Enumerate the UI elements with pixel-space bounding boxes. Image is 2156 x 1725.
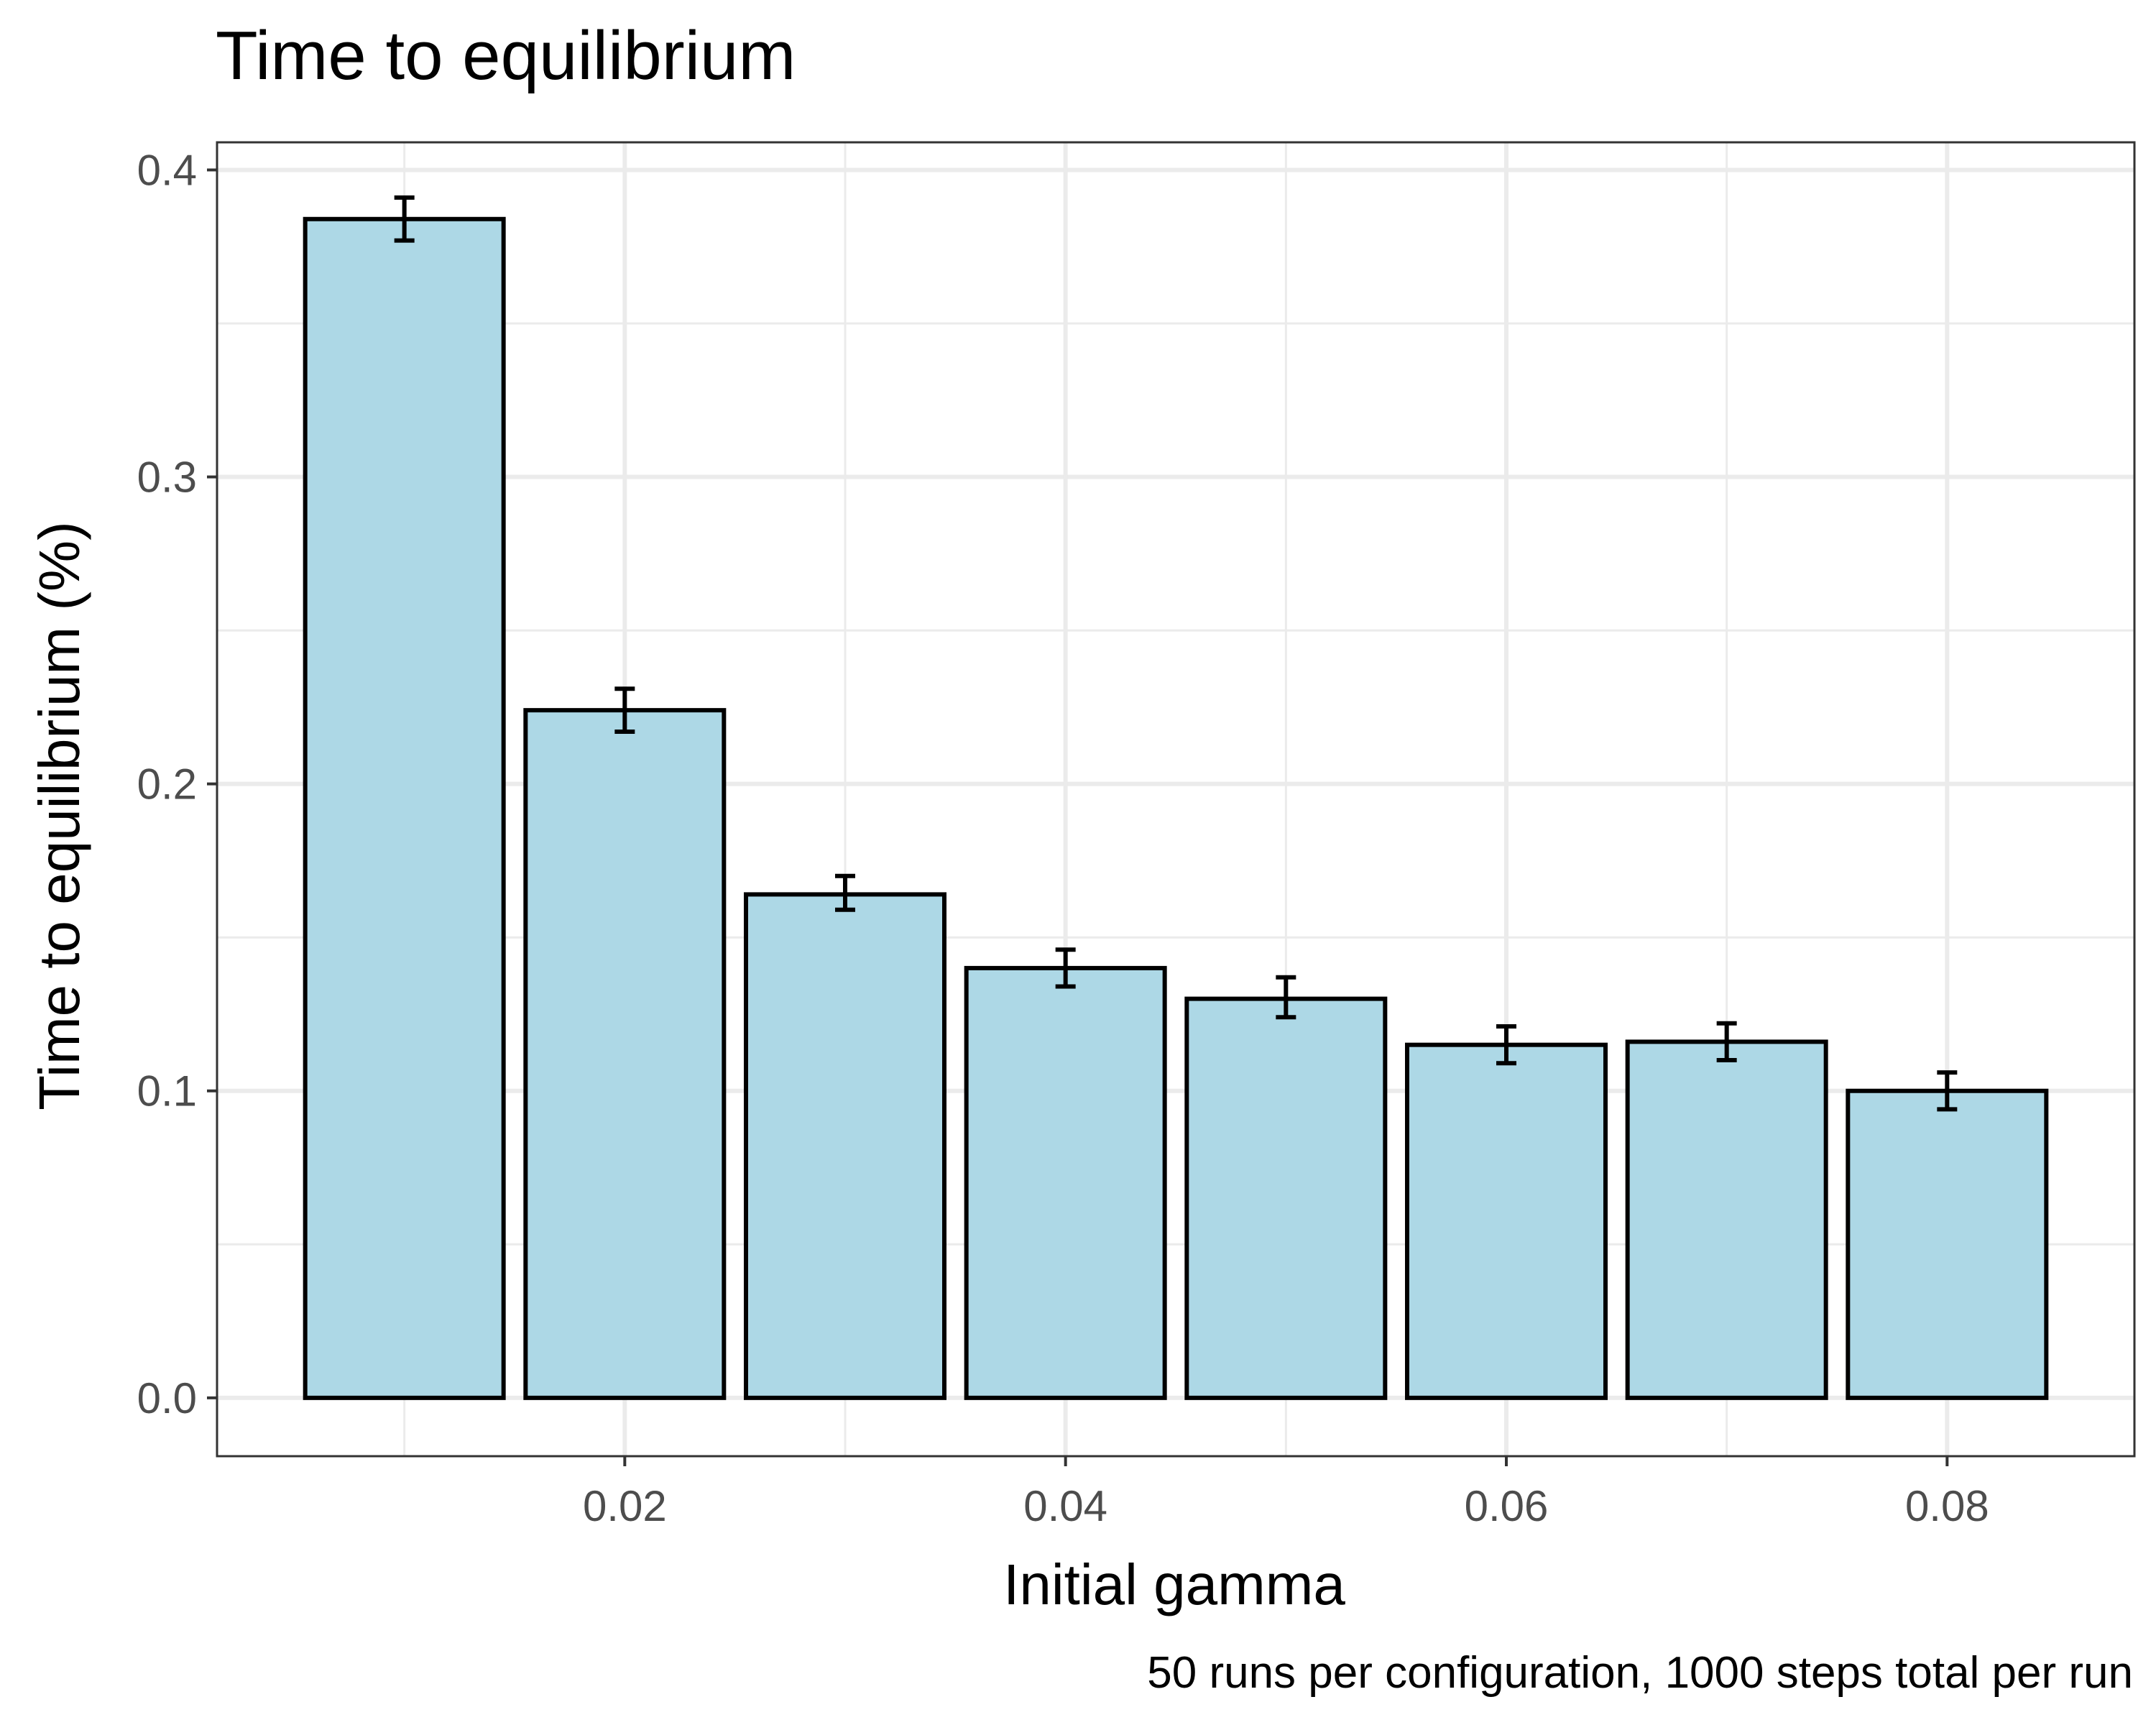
bar — [964, 965, 1167, 1400]
plot-area: 0.0 0.1 0.2 0.3 0.4 0.02 0.04 0.06 0.08 — [137, 141, 2136, 1530]
y-tick-label: 0.4 — [137, 146, 197, 194]
x-tick-label: 0.02 — [583, 1482, 667, 1530]
x-axis-label: Initial gamma — [1003, 1552, 1345, 1616]
y-tick-label: 0.1 — [137, 1067, 197, 1116]
bar — [1846, 1088, 2049, 1400]
y-axis-label: Time to equilibrium (%) — [27, 521, 91, 1110]
bar — [523, 708, 727, 1400]
bar — [303, 216, 506, 1400]
y-tick-label: 0.3 — [137, 454, 197, 502]
chart-title: Time to equilibrium — [216, 17, 796, 94]
bar — [1405, 1042, 1608, 1400]
bar — [744, 892, 946, 1400]
y-tick-label: 0.2 — [137, 760, 197, 809]
chart-caption: 50 runs per configuration, 1000 steps to… — [1147, 1648, 2133, 1698]
x-tick-label: 0.08 — [1905, 1482, 1989, 1530]
bar — [1625, 1039, 1828, 1400]
x-tick-label: 0.04 — [1023, 1482, 1107, 1530]
y-tick-label: 0.0 — [137, 1374, 197, 1422]
bar — [1184, 996, 1388, 1400]
x-tick-label: 0.06 — [1465, 1482, 1549, 1530]
panel-border — [216, 141, 2136, 1458]
